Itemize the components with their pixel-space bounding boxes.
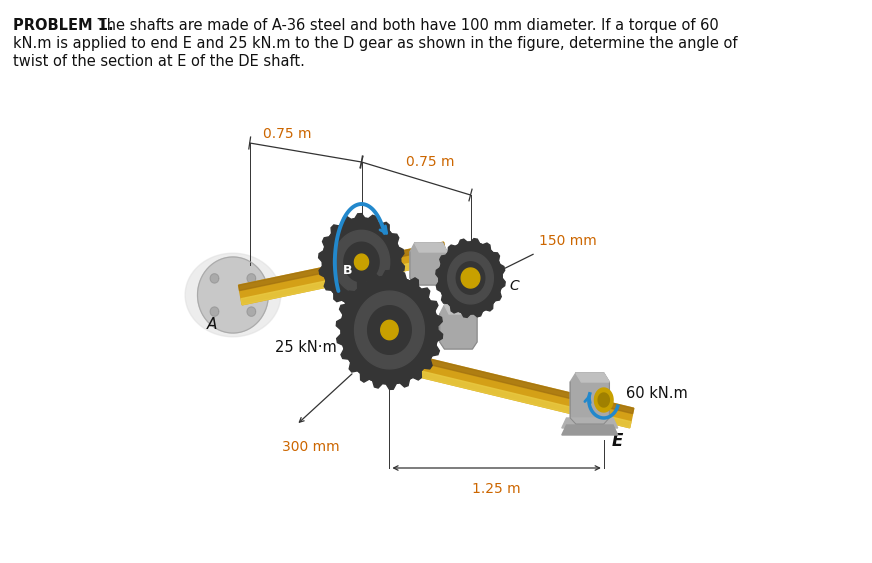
Text: PROBLEM 1.: PROBLEM 1. <box>13 18 113 33</box>
Polygon shape <box>576 373 610 382</box>
Polygon shape <box>562 418 617 428</box>
Polygon shape <box>562 425 617 435</box>
Polygon shape <box>247 307 255 316</box>
Polygon shape <box>598 393 610 407</box>
Polygon shape <box>456 262 485 294</box>
Polygon shape <box>341 276 438 384</box>
Polygon shape <box>461 268 480 288</box>
Polygon shape <box>422 256 497 269</box>
Polygon shape <box>355 291 425 369</box>
Polygon shape <box>381 320 399 339</box>
Text: B: B <box>343 263 352 276</box>
Polygon shape <box>439 242 502 314</box>
Text: kN.m is applied to end E and 25 kN.m to the D gear as shown in the figure, deter: kN.m is applied to end E and 25 kN.m to … <box>13 36 738 51</box>
Text: 0.75 m: 0.75 m <box>262 127 311 141</box>
Polygon shape <box>414 243 447 252</box>
Polygon shape <box>241 256 447 305</box>
Text: 25 kN·m: 25 kN·m <box>275 341 337 355</box>
Polygon shape <box>445 305 477 314</box>
Text: A: A <box>208 317 218 332</box>
Polygon shape <box>368 306 412 354</box>
Text: 150 mm: 150 mm <box>539 234 596 248</box>
Text: twist of the section at E of the DE shaft.: twist of the section at E of the DE shaf… <box>13 54 305 69</box>
Polygon shape <box>198 257 269 333</box>
Polygon shape <box>239 242 445 291</box>
Text: D: D <box>425 333 435 347</box>
Polygon shape <box>354 254 369 270</box>
Polygon shape <box>410 243 447 285</box>
Text: 0.75 m: 0.75 m <box>405 154 454 168</box>
Polygon shape <box>369 345 634 428</box>
Text: C: C <box>509 279 520 293</box>
Polygon shape <box>465 271 476 284</box>
Polygon shape <box>595 388 613 412</box>
Polygon shape <box>323 218 400 306</box>
Polygon shape <box>436 239 505 318</box>
Polygon shape <box>369 359 631 428</box>
Polygon shape <box>239 242 447 305</box>
Text: 300 mm: 300 mm <box>283 440 340 454</box>
Polygon shape <box>210 274 219 283</box>
Polygon shape <box>247 274 255 283</box>
Text: E: E <box>612 432 623 450</box>
Polygon shape <box>318 213 405 310</box>
Polygon shape <box>570 373 610 424</box>
Polygon shape <box>185 253 281 337</box>
Polygon shape <box>439 305 477 349</box>
Polygon shape <box>421 269 496 282</box>
Text: 60 kN.m: 60 kN.m <box>626 386 688 400</box>
Polygon shape <box>337 271 443 390</box>
Polygon shape <box>210 307 219 316</box>
Polygon shape <box>333 230 390 294</box>
Polygon shape <box>344 242 379 282</box>
Polygon shape <box>421 256 497 282</box>
Polygon shape <box>371 345 634 414</box>
Text: The shafts are made of A-36 steel and both have 100 mm diameter. If a torque of : The shafts are made of A-36 steel and bo… <box>93 18 719 33</box>
Polygon shape <box>447 252 494 304</box>
Text: 1.25 m: 1.25 m <box>473 482 521 496</box>
